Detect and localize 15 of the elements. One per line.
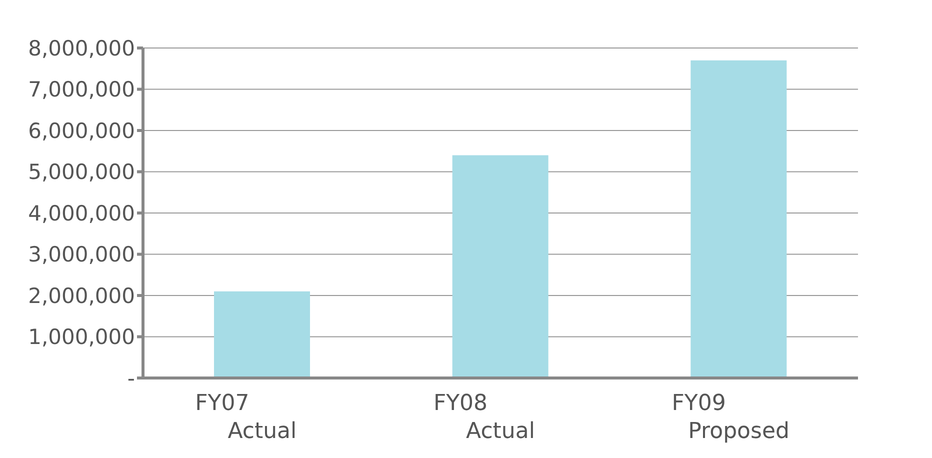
y-tick-label: 6,000,000 <box>28 118 135 143</box>
y-tick-label: 1,000,000 <box>28 325 135 350</box>
y-tick-label: 4,000,000 <box>28 201 135 226</box>
y-tick-label: 3,000,000 <box>28 242 135 267</box>
bar <box>452 155 548 378</box>
bar <box>690 60 787 378</box>
bar <box>214 291 310 378</box>
x-tick-label: FY09 Proposed <box>672 391 790 444</box>
y-tick-label: 8,000,000 <box>28 36 135 60</box>
y-tick-label: 7,000,000 <box>28 78 135 102</box>
y-tick-label: 5,000,000 <box>28 160 135 184</box>
y-tick-label: - <box>127 366 135 390</box>
x-tick-label: FY07 Actual <box>195 391 297 444</box>
x-tick-label: FY08 Actual <box>433 391 535 444</box>
y-tick-label: 2,000,000 <box>28 284 135 308</box>
